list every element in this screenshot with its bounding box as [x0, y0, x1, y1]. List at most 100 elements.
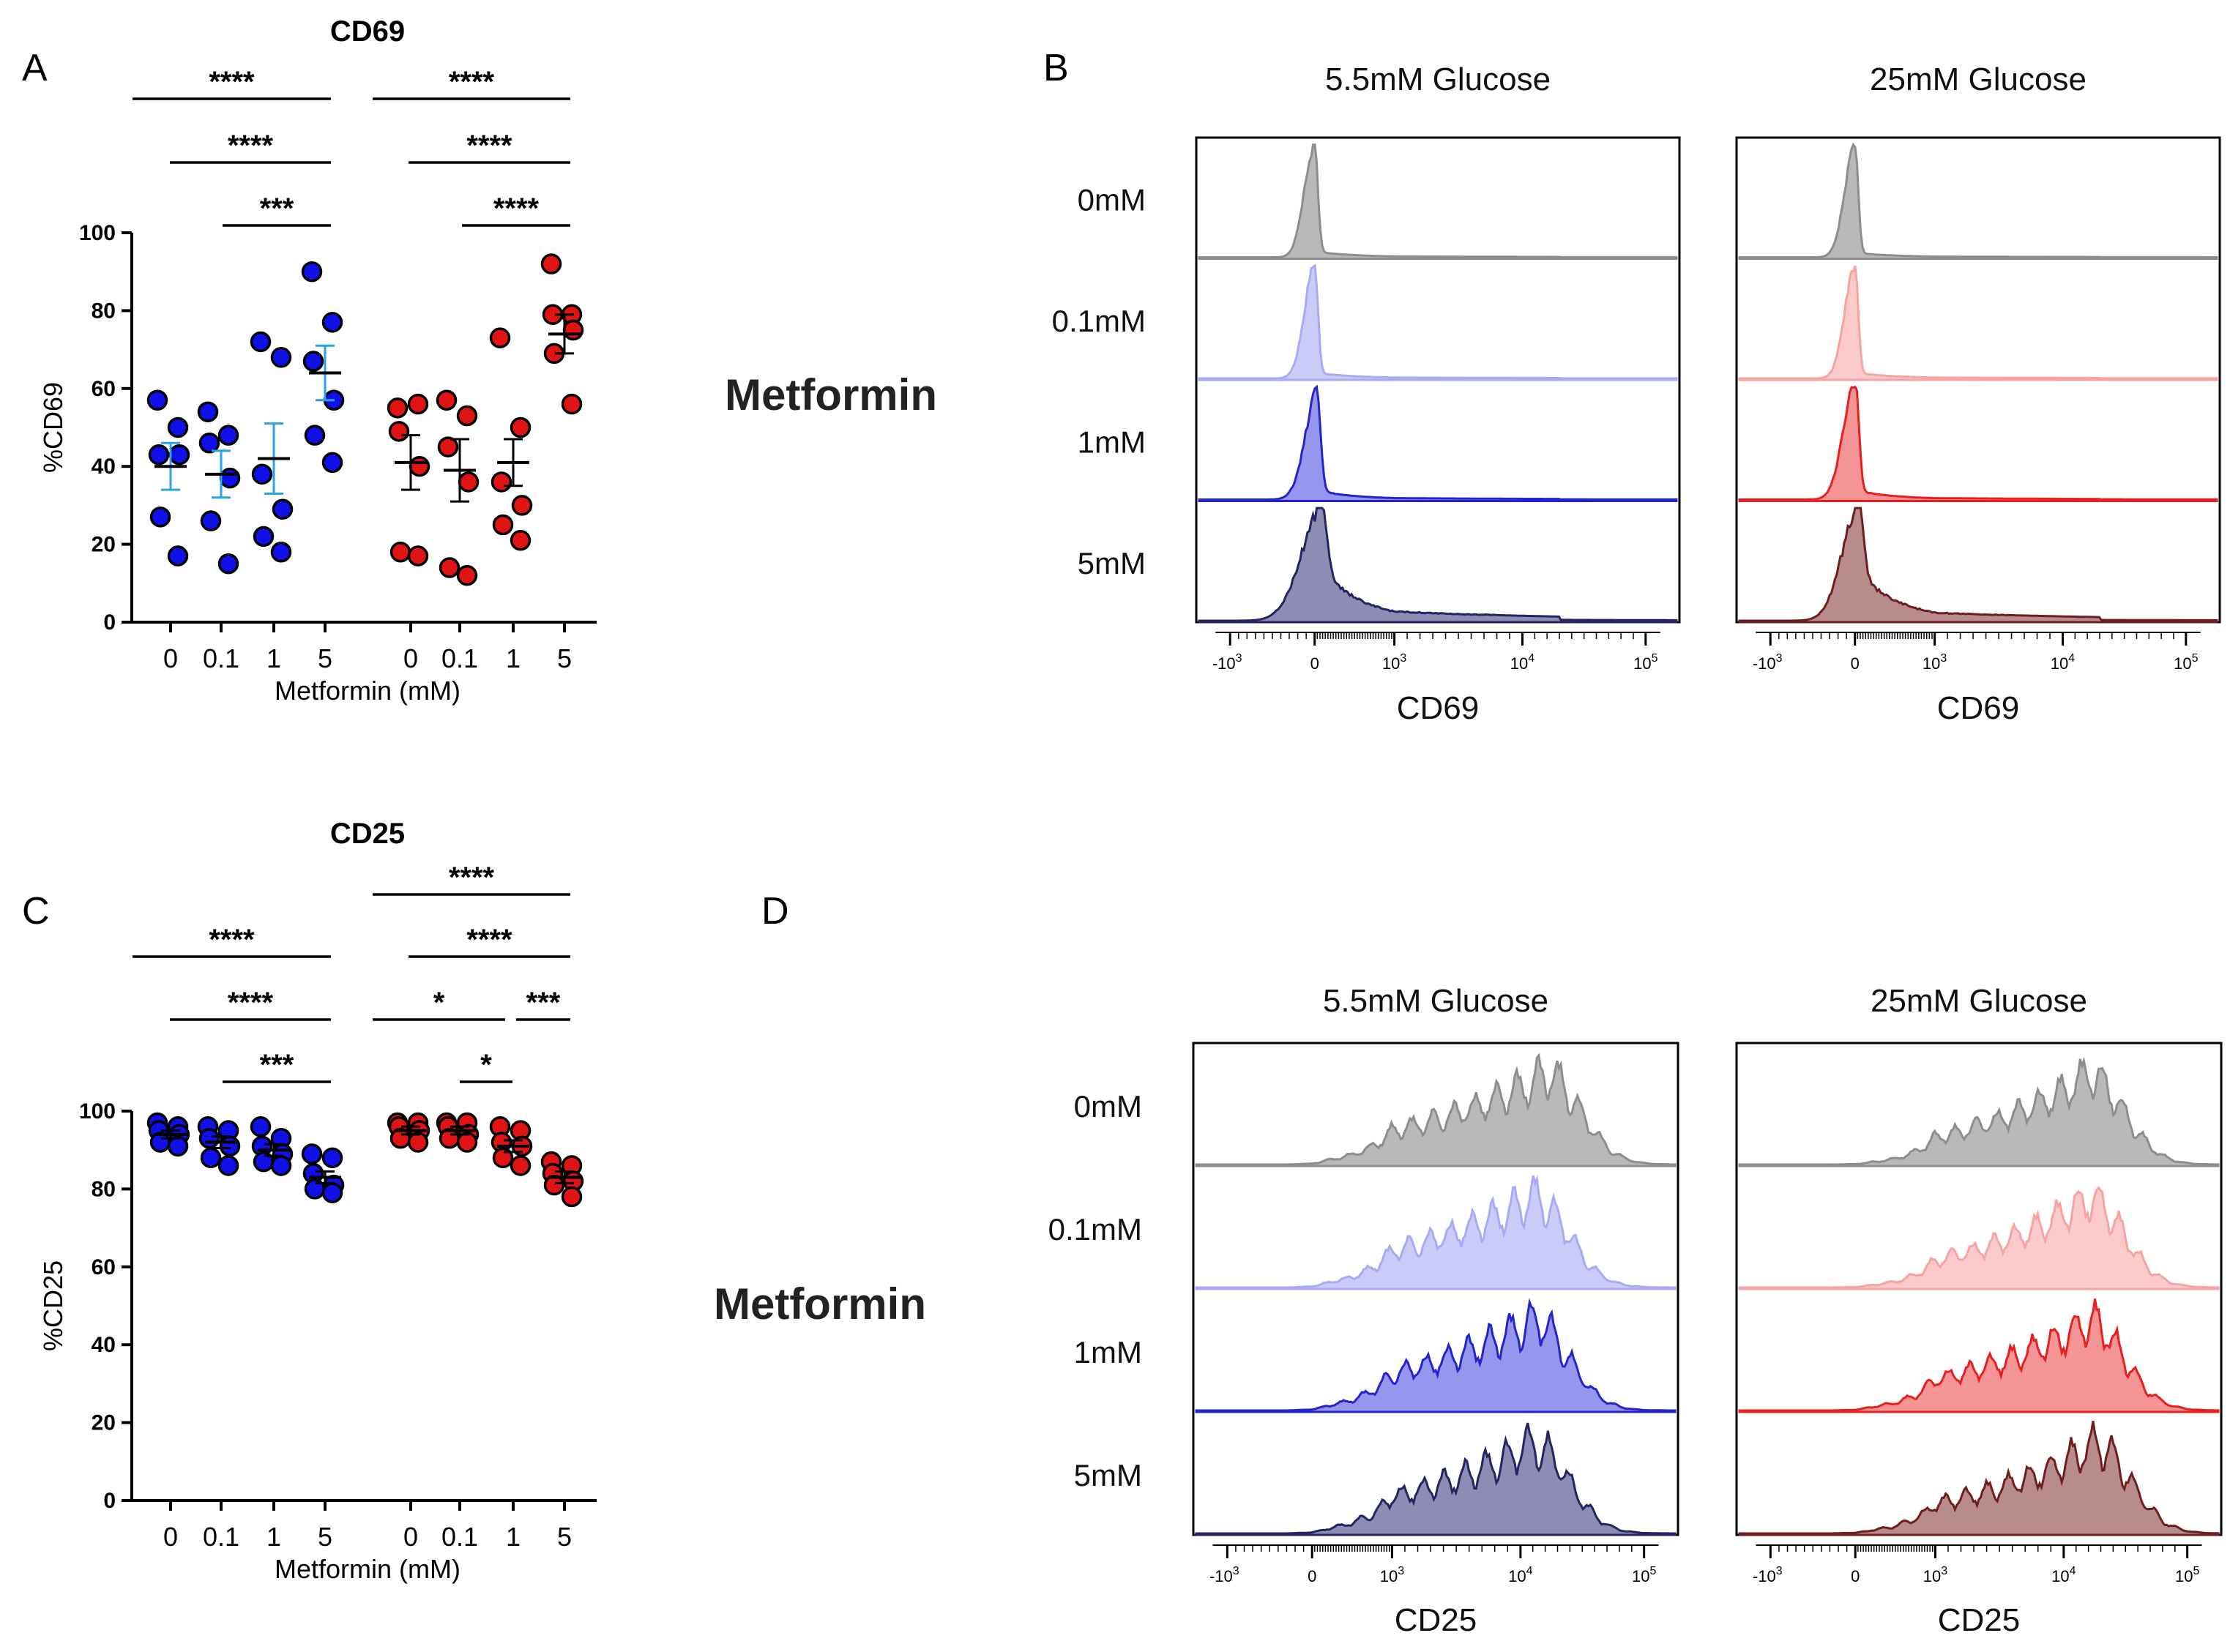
x-tick-label-c: 5: [318, 1522, 332, 1552]
histogram-tick-label-b: 0: [1851, 654, 1860, 673]
data-point-c-red: [407, 1132, 429, 1153]
significance-label-c: *: [480, 1049, 492, 1081]
y-tick-label-a: 100: [79, 221, 116, 245]
panel-letter-b: B: [1043, 47, 1069, 89]
data-point-c-blue: [167, 1135, 189, 1157]
data-point-c-blue: [217, 1155, 239, 1176]
histogram-curve-d-1mM: [1738, 1298, 2220, 1413]
x-tick-label-a: 0: [163, 643, 178, 673]
histogram-tick-label-d: 103: [1380, 1565, 1404, 1585]
panel-b-histograms: 0mM 0.1mM 1mM 5mM 5.5mM Glucose -103 0 103 104 10…: [1052, 61, 2221, 726]
panel-d-histograms: 0mM 0.1mM 1mM 5mM 5.5mM Glucose -103 0 103 104 10…: [1048, 983, 2223, 1638]
histogram-curve-d-0.1mM: [1738, 1186, 2220, 1290]
data-point-c-red: [492, 1147, 514, 1169]
significance-label-c: ****: [209, 924, 255, 956]
y-tick-label-a: 20: [92, 533, 116, 557]
data-point-c-blue: [250, 1116, 272, 1137]
significance-label-c: ****: [466, 924, 512, 956]
histogram-curve-b-5mM: [1738, 507, 2218, 624]
panel-letter-a: A: [22, 47, 48, 89]
data-point-a-red: [540, 253, 562, 274]
histogram-tick-label-b: 103: [1923, 652, 1947, 673]
histogram-tick-label-b: 104: [2051, 652, 2075, 673]
histogram-tick-label-b: 103: [1382, 652, 1406, 673]
x-tick-label-c: 0: [403, 1522, 418, 1552]
x-tick-label-a: 1: [266, 643, 281, 673]
data-point-a-red: [436, 389, 458, 411]
row-label-b: 0.1mM: [1052, 304, 1146, 338]
y-axis-label-c: %CD25: [38, 1260, 68, 1351]
histogram-title-d: 25mM Glucose: [1871, 983, 2087, 1019]
data-point-c-red: [561, 1186, 583, 1208]
histogram-x-label-d: CD25: [1395, 1602, 1477, 1638]
data-point-a-red: [409, 455, 430, 477]
significance-label-a: ****: [466, 130, 512, 162]
significance-label-a: ****: [228, 130, 274, 162]
x-tick-label-a: 5: [557, 643, 572, 673]
row-label-d: 5mM: [1074, 1458, 1142, 1492]
y-tick-label-c: 20: [92, 1411, 116, 1435]
y-tick-label-a: 40: [92, 455, 116, 479]
data-point-c-blue: [270, 1155, 292, 1176]
significance-label-c: *: [433, 987, 445, 1019]
histogram-tick-label-d: 105: [2175, 1565, 2199, 1585]
histogram-curve-d-0mM: [1738, 1056, 2220, 1167]
data-point-a-red: [489, 327, 511, 348]
data-point-a-blue: [167, 416, 189, 438]
data-point-a-red: [458, 471, 480, 493]
data-point-a-red: [510, 530, 532, 551]
histogram-x-label-d: CD25: [1938, 1602, 2021, 1638]
data-point-a-red: [456, 564, 478, 586]
histogram-curve-b-0.1mM: [1738, 265, 2218, 381]
significance-label-c: ***: [260, 1049, 294, 1081]
data-point-a-blue: [217, 425, 239, 446]
y-tick-label-c: 40: [92, 1333, 116, 1357]
y-tick-label-c: 80: [92, 1177, 116, 1201]
histogram-x-label-b: CD69: [1397, 690, 1480, 726]
data-point-c-red: [510, 1155, 532, 1176]
x-tick-label-a: 0: [403, 643, 418, 673]
row-label-d: 0.1mM: [1048, 1212, 1142, 1247]
histogram-curve-b-1mM: [1738, 385, 2218, 502]
data-point-a-blue: [197, 401, 219, 422]
significance-label-a: ****: [493, 193, 540, 225]
histogram-curve-d-5mM: [1195, 1422, 1677, 1536]
histogram-x-label-b: CD69: [1937, 690, 2020, 726]
data-point-a-red: [492, 514, 514, 536]
y-tick-label-c: 60: [92, 1255, 116, 1279]
data-point-a-red: [407, 545, 429, 567]
data-point-a-blue: [167, 545, 189, 567]
data-point-a-blue: [272, 498, 294, 520]
histogram-tick-label-d: 104: [1508, 1565, 1532, 1585]
histogram-curve-b-5mM: [1198, 507, 1678, 624]
panel-letter-d: D: [761, 890, 789, 932]
x-tick-label-c: 1: [266, 1522, 281, 1552]
x-tick-label-c: 0.1: [441, 1522, 478, 1552]
histogram-tick-label-d: 0: [1308, 1567, 1316, 1585]
data-point-a-blue: [251, 463, 273, 485]
data-point-a-blue: [217, 553, 239, 575]
data-point-c-blue: [321, 1147, 343, 1169]
histogram-tick-label-b: 104: [1510, 652, 1534, 673]
histogram-tick-label-d: 105: [1632, 1565, 1656, 1585]
histogram-tick-label-d: -103: [1209, 1565, 1239, 1585]
histogram-tick-label-d: 0: [1851, 1567, 1860, 1585]
histogram-curve-d-5mM: [1738, 1421, 2220, 1536]
data-point-a-blue: [270, 346, 292, 368]
data-point-a-red: [511, 495, 533, 516]
y-tick-label-a: 80: [92, 299, 116, 323]
y-tick-label-c: 0: [103, 1489, 116, 1513]
histogram-tick-label-b: -103: [1753, 652, 1783, 673]
data-point-a-blue: [250, 331, 272, 353]
data-point-a-blue: [149, 507, 171, 528]
significance-label-a: ***: [260, 193, 294, 225]
y-tick-label-a: 0: [103, 610, 116, 635]
chart-c-title: CD25: [330, 818, 405, 850]
data-point-a-blue: [200, 510, 222, 531]
data-point-a-blue: [321, 312, 343, 333]
metformin-label-bottom: Metformin: [714, 1279, 926, 1328]
histogram-tick-label-b: 105: [2174, 652, 2198, 673]
y-axis-label-a: %CD69: [38, 382, 68, 473]
y-tick-label-a: 60: [92, 377, 116, 401]
